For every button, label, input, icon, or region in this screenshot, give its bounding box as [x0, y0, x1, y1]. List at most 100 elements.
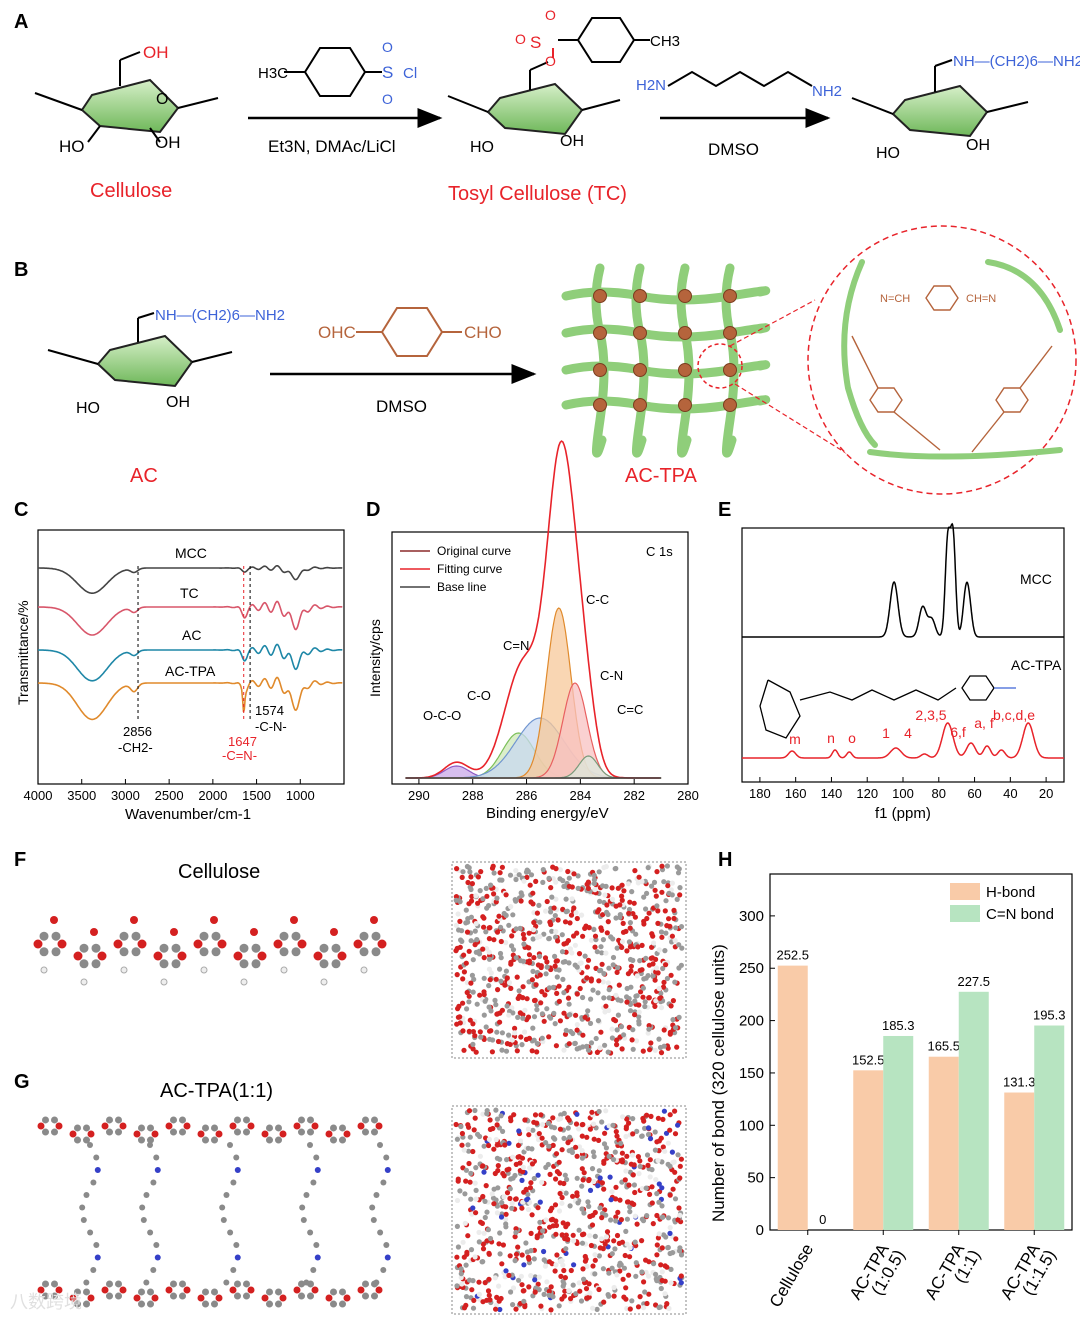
ann-1574: 1574 — [255, 703, 284, 718]
atom — [179, 1292, 186, 1300]
atom — [675, 1122, 681, 1128]
atom — [643, 1269, 649, 1275]
atom — [473, 921, 479, 927]
atom — [606, 1123, 612, 1129]
atom — [542, 1263, 549, 1269]
atom — [622, 1252, 628, 1259]
atom — [499, 1200, 505, 1206]
ftir-label-tc: TC — [180, 585, 199, 601]
atom — [502, 1142, 508, 1148]
atom — [506, 1032, 512, 1038]
atom — [588, 937, 595, 943]
peak-label-cn: C-N — [600, 668, 623, 683]
atom — [537, 1219, 543, 1225]
atom — [591, 877, 598, 883]
atom — [459, 938, 465, 945]
atom — [460, 1000, 466, 1006]
atom — [627, 920, 634, 926]
bar-value-label: 152.5 — [852, 1052, 885, 1067]
xps-tick-label: 286 — [516, 788, 538, 803]
atom — [610, 954, 617, 961]
atom — [613, 1214, 619, 1220]
atom — [528, 1273, 534, 1279]
atom — [576, 1144, 583, 1150]
atom — [508, 1289, 514, 1295]
atom — [523, 1186, 529, 1192]
atom — [530, 1025, 536, 1031]
atom — [457, 1188, 463, 1194]
atom — [606, 1153, 612, 1159]
atom — [592, 933, 599, 939]
atom — [384, 1167, 391, 1173]
atom — [648, 1040, 654, 1046]
atom — [106, 1280, 113, 1288]
atom — [525, 1126, 532, 1132]
atom — [542, 955, 549, 961]
atom — [459, 1281, 465, 1287]
diamine-structure: H2N NH2 — [636, 70, 842, 100]
svg-text:O: O — [545, 7, 556, 23]
atom — [513, 1251, 520, 1257]
atom — [669, 880, 676, 886]
atom — [556, 1208, 563, 1214]
bar-value-label: 195.3 — [1033, 1008, 1066, 1023]
atom — [473, 949, 479, 955]
atom — [463, 1178, 469, 1184]
atom — [521, 878, 527, 884]
atom — [131, 931, 141, 941]
peak-label-cc: C-C — [586, 592, 609, 607]
nmr-structure-inset — [759, 675, 1016, 739]
atom — [613, 1037, 620, 1043]
atom — [512, 1258, 518, 1264]
atom — [465, 1142, 471, 1148]
atom — [561, 990, 567, 996]
atom — [655, 1157, 661, 1164]
atom — [500, 1128, 506, 1134]
atom — [170, 1292, 177, 1300]
atom — [458, 1266, 464, 1272]
atom — [552, 1268, 558, 1274]
atom — [606, 1270, 612, 1276]
atom — [522, 1007, 528, 1013]
svg-text:NH2: NH2 — [812, 83, 842, 100]
atom — [497, 1019, 503, 1025]
atom — [470, 1305, 477, 1311]
ann-ch2: -CH2- — [118, 740, 153, 755]
atom — [147, 1124, 154, 1132]
atom — [552, 1021, 558, 1027]
atom — [495, 1163, 501, 1169]
atom — [673, 925, 679, 931]
condition-2: DMSO — [708, 140, 759, 159]
atom — [503, 940, 509, 946]
atom — [636, 1009, 642, 1015]
svg-text:HO: HO — [76, 400, 100, 417]
atom — [582, 1253, 588, 1260]
atom — [87, 1294, 95, 1302]
atom — [534, 1049, 540, 1055]
atom — [667, 1163, 673, 1169]
atom — [233, 1242, 240, 1248]
atom — [594, 1306, 600, 1312]
atom — [472, 1180, 478, 1186]
atom — [608, 1197, 614, 1203]
tosyl-cellulose-structure: S O O O CH3 HO OH — [447, 7, 680, 156]
atom — [553, 1262, 559, 1268]
atom — [674, 896, 680, 903]
atom — [466, 901, 472, 907]
atom — [626, 910, 632, 916]
atom — [462, 1191, 468, 1197]
atom — [464, 989, 470, 996]
atom — [573, 910, 579, 916]
atom — [506, 1272, 512, 1278]
atom — [601, 971, 607, 977]
atom — [577, 1045, 583, 1051]
atom — [634, 993, 640, 999]
atom — [243, 1116, 250, 1124]
atom — [614, 969, 620, 976]
atom — [591, 1153, 597, 1160]
atom — [487, 925, 493, 931]
atom — [472, 1033, 478, 1039]
atom — [645, 865, 651, 871]
atom — [590, 1212, 596, 1218]
